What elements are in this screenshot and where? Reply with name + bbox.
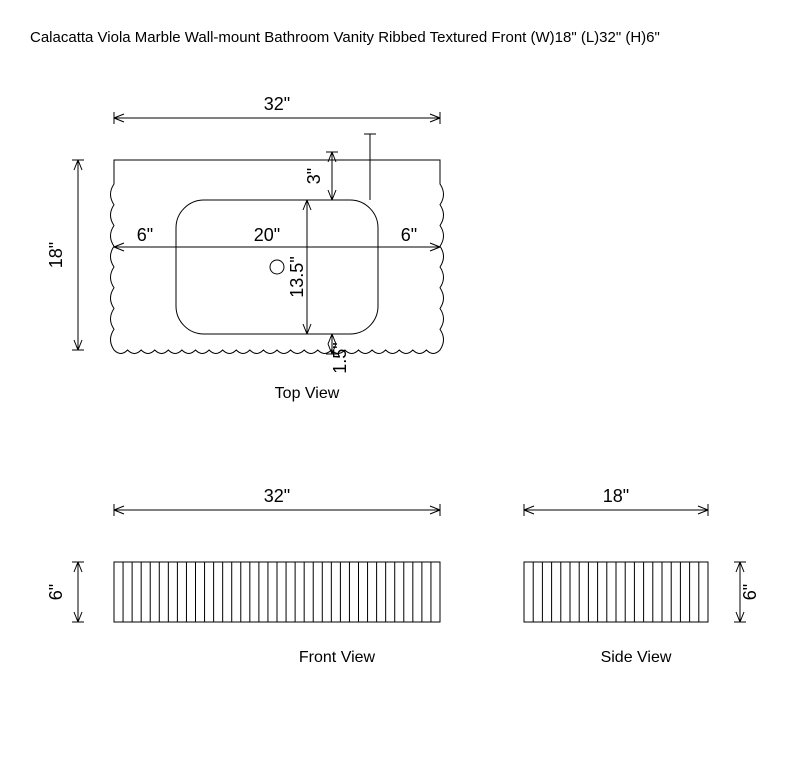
- dimension-label: 13.5": [287, 256, 307, 297]
- top-view-label: Top View: [275, 385, 340, 402]
- drawing-title: Calacatta Viola Marble Wall-mount Bathro…: [30, 29, 660, 46]
- dimension-label: 1.5": [330, 342, 350, 373]
- side-view-label: Side View: [601, 649, 672, 666]
- dimension-label: 32": [264, 486, 290, 506]
- dimension-label: 32": [264, 94, 290, 114]
- drain-hole: [270, 260, 284, 274]
- dimension-label: 6": [46, 584, 66, 600]
- top-view-outline: [111, 160, 444, 354]
- front-view-label: Front View: [299, 649, 376, 666]
- dimension-label: 18": [603, 486, 629, 506]
- dimension-label: 6": [401, 225, 417, 245]
- dimension-label: 3": [304, 168, 324, 184]
- basin-outline: [176, 200, 378, 334]
- dimension-label: 6": [137, 225, 153, 245]
- dimension-label: 18": [46, 242, 66, 268]
- dimension-label: 6": [740, 584, 760, 600]
- dimension-label: 20": [254, 225, 280, 245]
